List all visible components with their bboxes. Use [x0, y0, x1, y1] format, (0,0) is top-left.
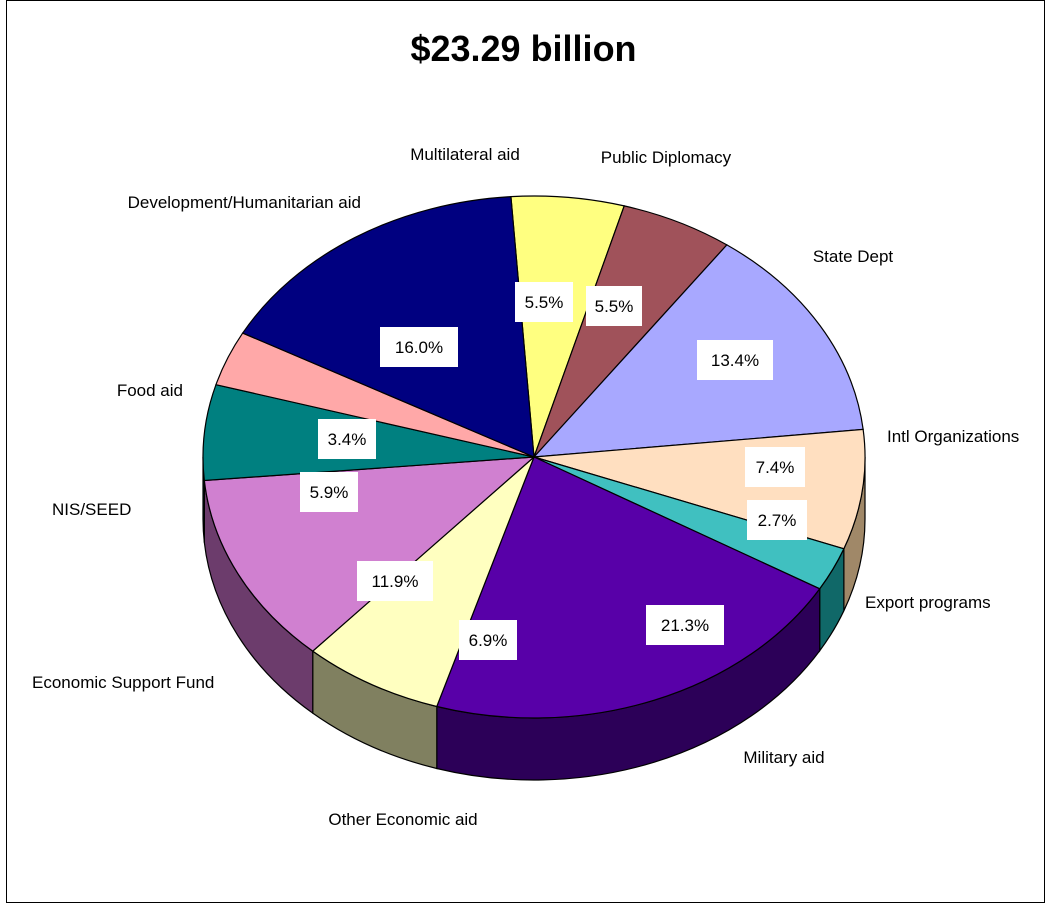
percent-label-box — [300, 472, 358, 512]
percent-label: 5.9% — [310, 483, 349, 502]
category-label: Other Economic aid — [328, 810, 477, 829]
category-label: Economic Support Fund — [32, 673, 214, 692]
percent-label-box — [747, 500, 807, 540]
percent-label-box — [646, 605, 724, 645]
category-label: Multilateral aid — [410, 145, 520, 164]
category-label: NIS/SEED — [52, 500, 131, 519]
category-label: Intl Organizations — [887, 427, 1019, 446]
percent-labels: 5.5% 5.5% 13.4% 7.4% 2.7% 21.3% 6.9% 11.9% 5.9% 3… — [300, 282, 807, 660]
percent-label: 13.4% — [711, 351, 759, 370]
percent-label-box — [357, 561, 433, 601]
pie-slice-economic-support-fund — [203, 456, 536, 652]
percent-label-box — [515, 282, 573, 322]
percent-label: 6.9% — [469, 631, 508, 650]
pie-slice-development-humanitarian-aid — [241, 196, 535, 458]
percent-label: 3.4% — [328, 430, 367, 449]
category-label: Military aid — [743, 748, 824, 767]
percent-label-box — [380, 327, 458, 367]
percent-label: 7.4% — [756, 458, 795, 477]
pie-slice-military-aid — [435, 456, 821, 719]
percent-label: 21.3% — [661, 616, 709, 635]
category-label: Export programs — [865, 593, 991, 612]
category-label: State Dept — [813, 247, 894, 266]
percent-label-box — [459, 620, 517, 660]
percent-label-box — [318, 419, 376, 459]
category-label: Public Diplomacy — [601, 148, 732, 167]
percent-label: 16.0% — [395, 338, 443, 357]
category-label: Food aid — [117, 381, 183, 400]
percent-label-box — [586, 286, 642, 326]
percent-label: 11.9% — [372, 572, 419, 591]
chart-title: $23.29 billion — [410, 28, 637, 69]
category-labels: Multilateral aid Public Diplomacy State De… — [32, 145, 1019, 829]
percent-label-box — [745, 447, 805, 487]
category-label: Development/Humanitarian aid — [128, 193, 361, 212]
percent-label: 5.5% — [525, 293, 564, 312]
percent-label: 2.7% — [758, 511, 797, 530]
percent-label: 5.5% — [595, 297, 634, 316]
percent-label-box — [697, 340, 773, 380]
